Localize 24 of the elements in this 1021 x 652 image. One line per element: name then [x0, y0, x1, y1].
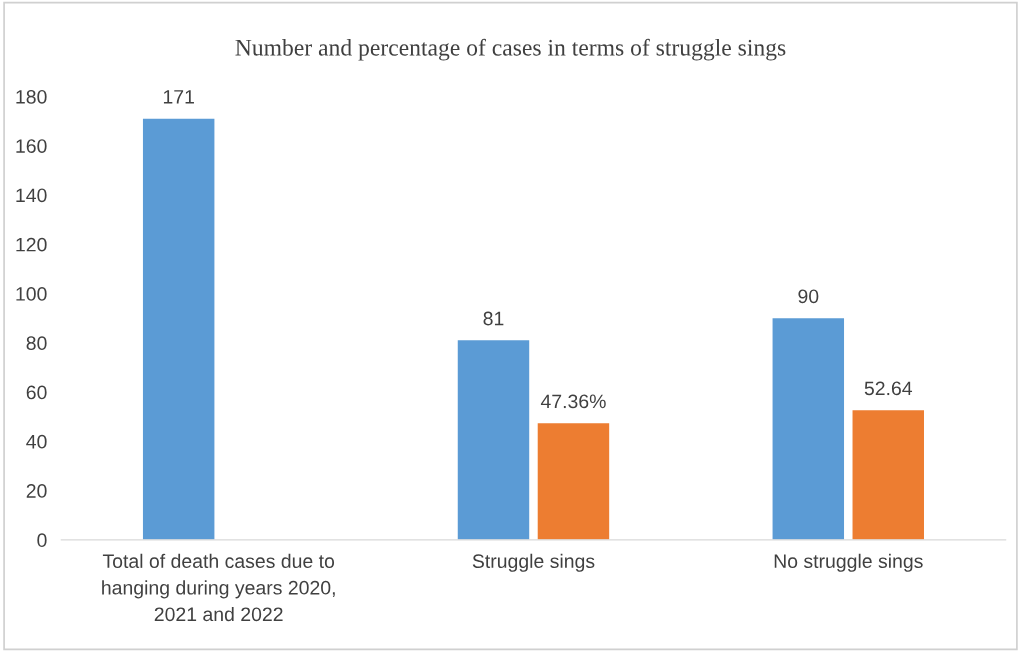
- y-tick-label: 140: [16, 188, 47, 203]
- y-tick-label: 120: [16, 237, 47, 252]
- y-tick-label: 80: [26, 336, 47, 351]
- y-tick-label: 60: [26, 385, 47, 400]
- y-tick-label: 160: [16, 139, 47, 153]
- chart-title: Number and percentage of cases in terms of struggle sings: [235, 38, 786, 61]
- x-tick-label: No struggle sings: [774, 553, 923, 572]
- y-tick-label: 40: [26, 434, 47, 449]
- data-label: 52.64: [864, 381, 913, 396]
- data-label: 90: [798, 289, 819, 304]
- data-label: 47.36%: [540, 394, 606, 409]
- bar: [457, 340, 530, 540]
- y-tick-label: 180: [16, 89, 47, 104]
- y-tick-label: 20: [26, 484, 47, 498]
- y-tick-label: 100: [16, 287, 47, 301]
- y-tick-label: 0: [37, 533, 47, 548]
- bar: [537, 423, 610, 540]
- x-tick-label: Total of death cases due to hanging during years 2020, 2021 and 2022: [102, 553, 335, 622]
- x-tick-label: Struggle sings: [472, 553, 595, 572]
- bar: [772, 318, 845, 540]
- data-label: 81: [483, 311, 504, 326]
- bar: [852, 410, 924, 540]
- bar: [142, 118, 215, 540]
- data-label: 171: [163, 90, 194, 104]
